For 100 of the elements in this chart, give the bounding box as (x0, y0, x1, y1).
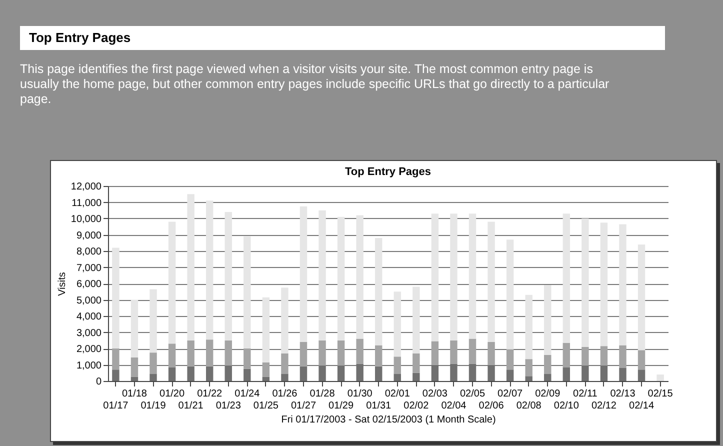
x-tick-label: 01/18 (122, 388, 148, 400)
bar (244, 236, 251, 348)
x-tick-label: 02/02 (404, 400, 430, 412)
bar (582, 346, 589, 366)
bar (562, 342, 570, 368)
bar (112, 248, 120, 348)
bar (244, 368, 251, 381)
bar (206, 200, 214, 340)
bar (394, 374, 401, 381)
y-tick-label: 7,000 (76, 262, 102, 274)
bar (544, 374, 552, 381)
x-tick-label: 01/26 (272, 388, 298, 400)
x-tick-label: 02/14 (629, 400, 654, 412)
bar (412, 353, 420, 373)
y-tick-label: 12,000 (70, 182, 102, 192)
x-tick-label: 02/03 (422, 388, 448, 400)
bar (300, 342, 308, 366)
bar (281, 353, 288, 374)
y-tick-label: 4,000 (76, 312, 102, 322)
x-tick-label: 02/12 (591, 400, 617, 412)
bar (562, 367, 570, 381)
bar (468, 214, 476, 339)
bar (656, 374, 664, 381)
y-tick-label: 10,000 (70, 214, 102, 225)
bar (318, 340, 326, 366)
bar (150, 289, 157, 353)
bar (412, 286, 420, 354)
bar (450, 214, 458, 340)
x-tick-label: 02/05 (460, 388, 486, 400)
bar (638, 370, 646, 381)
bar (619, 224, 626, 346)
bar (168, 222, 176, 344)
bar (262, 297, 270, 362)
bar (375, 345, 382, 366)
bar (638, 350, 646, 370)
x-tick-label: 01/19 (140, 400, 166, 412)
bar (431, 214, 439, 342)
bar (450, 340, 458, 364)
bar (112, 348, 120, 370)
bar (262, 376, 270, 381)
x-tick-label: 02/06 (478, 400, 504, 412)
x-tick-label: 01/22 (197, 388, 223, 400)
bar (506, 240, 514, 350)
x-tick-label: 02/01 (384, 388, 410, 400)
bar (187, 340, 194, 366)
x-tick-label: 02/13 (610, 388, 636, 400)
bar (525, 294, 532, 360)
bar (168, 367, 176, 381)
bar (130, 376, 138, 381)
bar (638, 244, 646, 350)
bar (394, 356, 401, 374)
bar (488, 342, 495, 365)
bar (619, 368, 626, 381)
bar (281, 374, 288, 381)
bar (262, 362, 270, 377)
x-tick-label: 02/09 (535, 388, 561, 400)
bar (582, 218, 589, 347)
bar (525, 359, 532, 376)
x-tick-label: 01/30 (347, 388, 373, 400)
bar (600, 346, 608, 366)
y-tick-label: 3,000 (76, 328, 102, 339)
x-tick-label: 01/31 (366, 400, 392, 412)
x-tick-label: 01/17 (103, 400, 129, 412)
bar (412, 372, 420, 381)
x-tick-label: 01/24 (234, 388, 260, 400)
y-tick-label: 1,000 (76, 360, 102, 372)
x-tick-label: 01/29 (328, 400, 354, 412)
bar (318, 210, 326, 340)
bar (224, 212, 232, 340)
x-tick-label: 02/10 (554, 400, 580, 412)
bar (337, 216, 345, 340)
bar (300, 366, 308, 381)
bar (525, 376, 532, 381)
bar (168, 344, 176, 368)
bar (150, 352, 157, 374)
x-tick-label: 01/28 (310, 388, 336, 400)
y-tick-label: 11,000 (72, 198, 102, 209)
y-axis-title: Visits (56, 272, 68, 296)
x-tick-label: 01/20 (160, 388, 185, 400)
bar (394, 292, 401, 357)
bar (506, 349, 514, 370)
bar (544, 285, 552, 355)
x-tick-label: 01/27 (290, 400, 316, 412)
bar (619, 345, 626, 368)
y-tick-label: 8,000 (76, 246, 102, 258)
bar (356, 338, 364, 364)
text: This page identifies the first page viewed when a visitor visits your site. The most common entry page is usually the home page, but other common entry pages include specific URLs that go directly to a particular page. (20, 62, 610, 107)
bar (112, 370, 120, 381)
y-tick-label: 0 (96, 376, 102, 388)
bar (130, 357, 138, 377)
bar (130, 300, 138, 358)
bar (244, 348, 251, 369)
x-tick-label: 02/04 (441, 400, 467, 412)
bar (356, 215, 364, 339)
bar (300, 206, 308, 342)
bar (206, 340, 214, 366)
chart-title: Top Entry Pages (345, 166, 431, 178)
bar (488, 222, 495, 342)
x-tick-label: 02/08 (516, 400, 542, 412)
y-tick-label: 6,000 (76, 279, 102, 290)
